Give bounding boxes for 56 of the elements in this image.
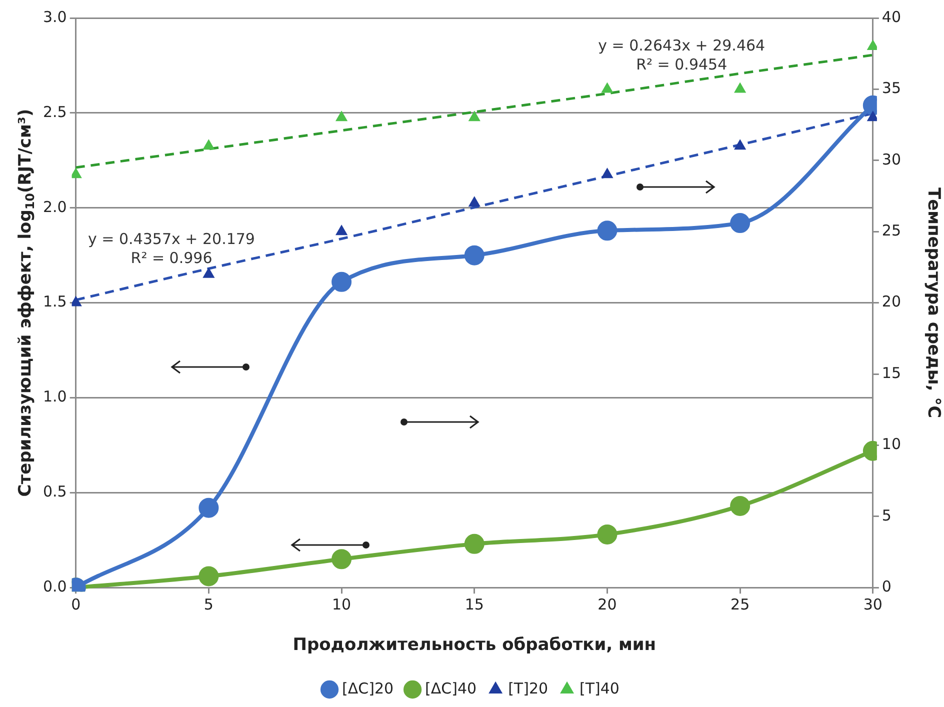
point <box>203 268 214 278</box>
x-tick-label: 25 <box>730 595 750 614</box>
y2-tick-label: 40 <box>882 8 902 26</box>
annotation: y = 0.4357x + 20.179 R² = 0.996 <box>88 230 255 268</box>
point <box>464 245 484 266</box>
y-tick-label: 1.0 <box>42 388 67 406</box>
point <box>734 140 746 150</box>
point <box>198 566 219 586</box>
point <box>332 272 352 292</box>
point <box>602 168 613 178</box>
y-tick-label: 0.0 <box>42 577 67 596</box>
legend-label: [T]40 <box>580 679 620 698</box>
x-tick-label: 30 <box>863 595 882 614</box>
y2-tick-label: 35 <box>882 79 902 98</box>
y2-tick-label: 30 <box>882 150 902 168</box>
y-tick-label: 2.5 <box>42 102 67 121</box>
y2-axis-title: Температура среды, °C <box>923 187 944 418</box>
point <box>203 140 214 150</box>
point <box>468 111 480 122</box>
y-tick-label: 1.5 <box>42 292 67 311</box>
legend-label: [ΔC]20 <box>342 679 394 698</box>
y2-tick-label: 20 <box>882 292 902 311</box>
legend-label: [ΔC]40 <box>425 679 477 698</box>
x-tick-label: 20 <box>598 595 617 614</box>
point <box>597 524 618 544</box>
point <box>332 549 352 570</box>
annotation: y = 0.2643x + 29.464 R² = 0.9454 <box>598 36 766 74</box>
point <box>198 498 219 518</box>
y2-tick-label: 10 <box>882 435 902 454</box>
legend-label: [T]20 <box>508 679 548 698</box>
x-tick-label: 0 <box>71 595 81 614</box>
x-tick-label: 5 <box>204 595 214 614</box>
point <box>464 534 484 554</box>
x-axis-title: Продолжительность обработки, мин <box>292 635 656 656</box>
point <box>336 111 348 122</box>
y2-tick-label: 15 <box>882 364 902 382</box>
y2-tick-label: 25 <box>882 221 902 240</box>
point <box>734 82 746 93</box>
point <box>730 213 750 234</box>
point <box>336 225 348 236</box>
y-tick-label: 3.0 <box>42 8 67 26</box>
point <box>468 196 480 207</box>
y-tick-label: 2.0 <box>42 198 67 216</box>
point <box>730 496 750 516</box>
y-tick-label: 0.5 <box>42 482 67 501</box>
point <box>867 40 877 50</box>
y-axis-title: Стерилизующий эффект, log10(RJT/см³) <box>15 108 38 497</box>
x-tick-label: 15 <box>464 595 484 614</box>
y2-tick-label: 0 <box>882 577 892 596</box>
y2-tick-label: 5 <box>882 506 892 524</box>
point <box>602 82 613 93</box>
point <box>72 296 82 306</box>
point <box>72 168 82 178</box>
x-tick-label: 10 <box>332 595 352 614</box>
point <box>867 111 877 122</box>
point <box>597 220 618 241</box>
